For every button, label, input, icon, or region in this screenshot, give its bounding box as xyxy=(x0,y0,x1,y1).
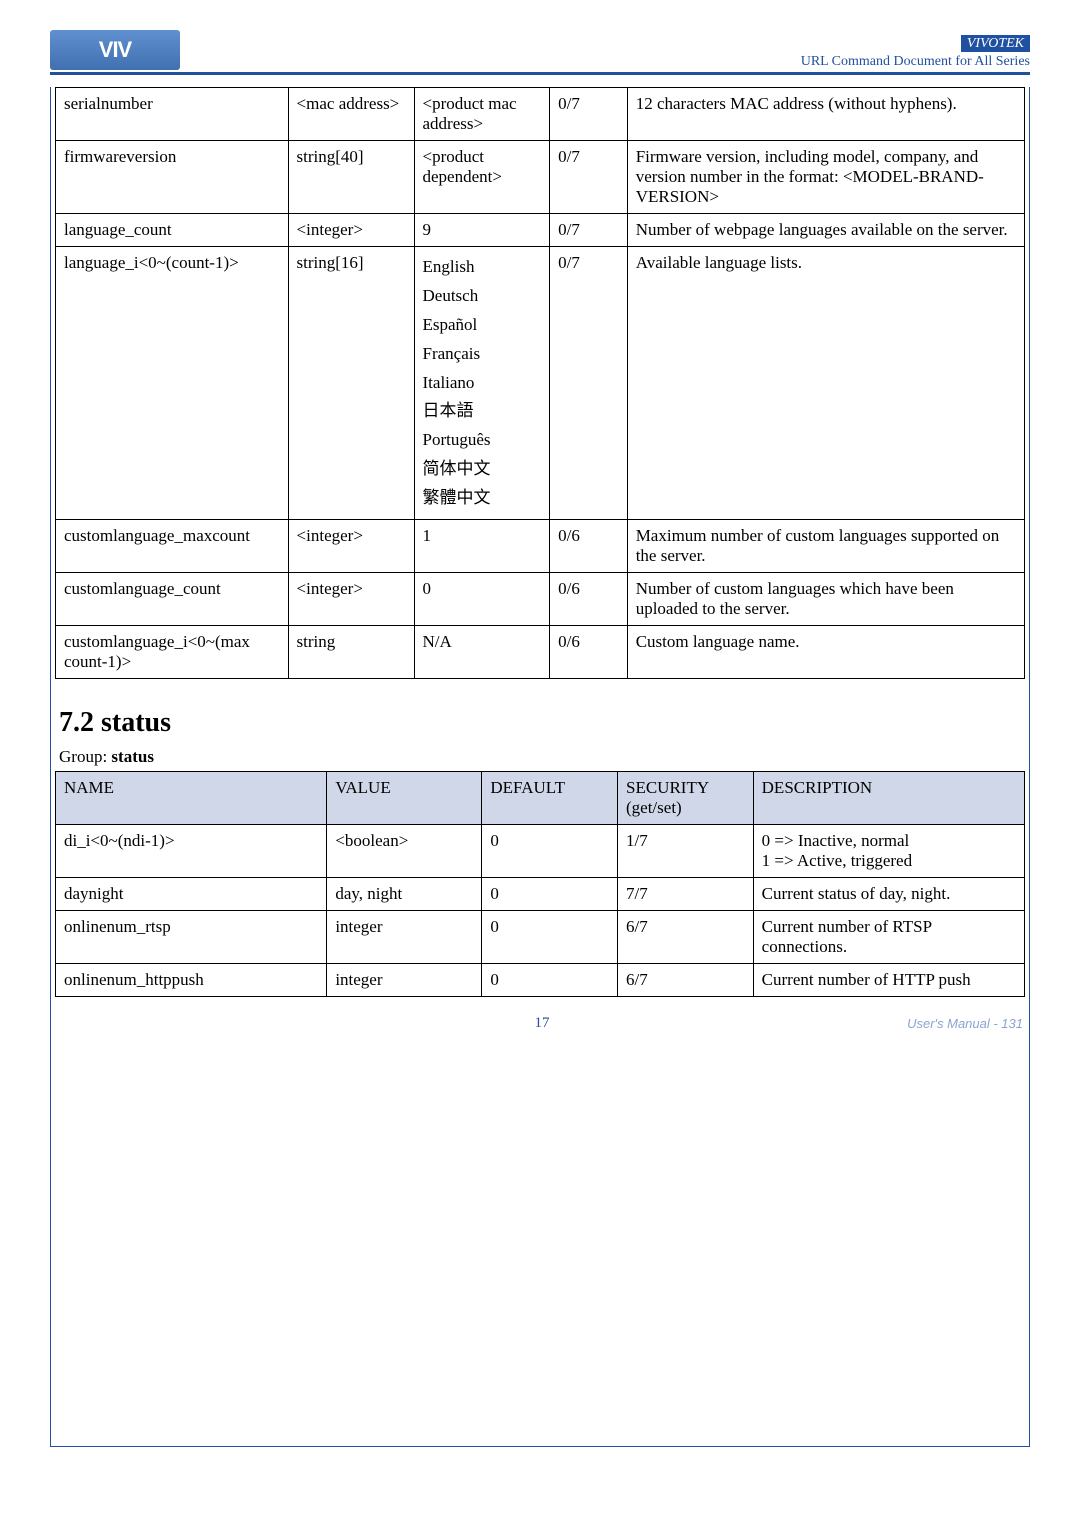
param-default: <product dependent> xyxy=(414,141,550,214)
table-row: customlanguage_maxcount<integer>10/6Maxi… xyxy=(56,520,1025,573)
param-desc: Available language lists. xyxy=(627,247,1024,520)
param-desc: Number of custom languages which have be… xyxy=(627,573,1024,626)
param-default: EnglishDeutschEspañolFrançaisItaliano日本語… xyxy=(414,247,550,520)
language-item: English xyxy=(423,253,542,282)
param-name: customlanguage_maxcount xyxy=(56,520,289,573)
content-frame: serialnumber<mac address><product mac ad… xyxy=(50,87,1030,1447)
param-value: string[40] xyxy=(288,141,414,214)
param-name: language_count xyxy=(56,214,289,247)
status-security: 6/7 xyxy=(618,911,754,964)
group-label-text: Group: xyxy=(59,747,107,766)
doc-subtitle: URL Command Document for All Series xyxy=(801,54,1030,70)
status-security: 6/7 xyxy=(618,964,754,997)
param-desc: Maximum number of custom languages suppo… xyxy=(627,520,1024,573)
param-value: <integer> xyxy=(288,520,414,573)
param-security: 0/6 xyxy=(550,626,628,679)
table-row: serialnumber<mac address><product mac ad… xyxy=(56,88,1025,141)
status-security: 1/7 xyxy=(618,825,754,878)
table-row: di_i<0~(ndi-1)><boolean>01/70 => Inactiv… xyxy=(56,825,1025,878)
page-footer: 17 User's Manual - 131 xyxy=(51,1007,1029,1032)
status-desc: Current status of day, night. xyxy=(753,878,1024,911)
manual-ref: User's Manual - 131 xyxy=(907,1016,1023,1031)
language-item: Español xyxy=(423,311,542,340)
page-header: VIV VIVOTEK URL Command Document for All… xyxy=(50,30,1030,75)
param-default: 0 xyxy=(414,573,550,626)
param-desc: Custom language name. xyxy=(627,626,1024,679)
status-desc: Current number of HTTP push xyxy=(753,964,1024,997)
status-value: integer xyxy=(327,964,482,997)
section-title: 7.2 status xyxy=(59,707,1025,739)
status-name: onlinenum_rtsp xyxy=(56,911,327,964)
param-default: N/A xyxy=(414,626,550,679)
param-name: serialnumber xyxy=(56,88,289,141)
param-value: string xyxy=(288,626,414,679)
language-item: Português xyxy=(423,426,542,455)
brand-name: VIVOTEK xyxy=(961,35,1030,52)
status-security: 7/7 xyxy=(618,878,754,911)
param-security: 0/6 xyxy=(550,573,628,626)
param-security: 0/7 xyxy=(550,141,628,214)
param-security: 0/7 xyxy=(550,214,628,247)
table-row: onlinenum_rtspinteger06/7Current number … xyxy=(56,911,1025,964)
logo-text: VIV xyxy=(99,37,131,63)
table-row: onlinenum_httppushinteger06/7Current num… xyxy=(56,964,1025,997)
status-header-row: NAME VALUE DEFAULT SECURITY (get/set) DE… xyxy=(56,772,1025,825)
col-default: DEFAULT xyxy=(482,772,618,825)
status-default: 0 xyxy=(482,964,618,997)
table-row: customlanguage_count<integer>00/6Number … xyxy=(56,573,1025,626)
language-item: 繁體中文 xyxy=(423,484,542,513)
param-desc: Firmware version, including model, compa… xyxy=(627,141,1024,214)
table-row: firmwareversionstring[40]<product depend… xyxy=(56,141,1025,214)
status-name: daynight xyxy=(56,878,327,911)
language-item: Deutsch xyxy=(423,282,542,311)
param-value: <mac address> xyxy=(288,88,414,141)
param-security: 0/7 xyxy=(550,247,628,520)
language-item: Français xyxy=(423,340,542,369)
col-value: VALUE xyxy=(327,772,482,825)
param-security: 0/7 xyxy=(550,88,628,141)
param-name: customlanguage_count xyxy=(56,573,289,626)
param-value: <integer> xyxy=(288,573,414,626)
param-default: 9 xyxy=(414,214,550,247)
status-value: day, night xyxy=(327,878,482,911)
status-name: di_i<0~(ndi-1)> xyxy=(56,825,327,878)
param-default: 1 xyxy=(414,520,550,573)
param-value: <integer> xyxy=(288,214,414,247)
parameter-table: serialnumber<mac address><product mac ad… xyxy=(55,87,1025,679)
table-row: daynightday, night07/7Current status of … xyxy=(56,878,1025,911)
table-row: customlanguage_i<0~(max count-1)>stringN… xyxy=(56,626,1025,679)
param-desc: Number of webpage languages available on… xyxy=(627,214,1024,247)
language-item: 日本語 xyxy=(423,397,542,426)
param-name: language_i<0~(count-1)> xyxy=(56,247,289,520)
param-desc: 12 characters MAC address (without hyphe… xyxy=(627,88,1024,141)
param-security: 0/6 xyxy=(550,520,628,573)
col-name: NAME xyxy=(56,772,327,825)
status-table: NAME VALUE DEFAULT SECURITY (get/set) DE… xyxy=(55,771,1025,997)
status-default: 0 xyxy=(482,878,618,911)
status-name: onlinenum_httppush xyxy=(56,964,327,997)
param-name: customlanguage_i<0~(max count-1)> xyxy=(56,626,289,679)
language-item: 简体中文 xyxy=(423,455,542,484)
col-desc: DESCRIPTION xyxy=(753,772,1024,825)
header-text: VIVOTEK URL Command Document for All Ser… xyxy=(801,34,1030,70)
group-name: status xyxy=(111,747,154,766)
status-default: 0 xyxy=(482,825,618,878)
param-default: <product mac address> xyxy=(414,88,550,141)
col-security: SECURITY (get/set) xyxy=(618,772,754,825)
status-value: integer xyxy=(327,911,482,964)
table-row: language_i<0~(count-1)>string[16]English… xyxy=(56,247,1025,520)
param-name: firmwareversion xyxy=(56,141,289,214)
status-desc: 0 => Inactive, normal 1 => Active, trigg… xyxy=(753,825,1024,878)
param-value: string[16] xyxy=(288,247,414,520)
status-desc: Current number of RTSP connections. xyxy=(753,911,1024,964)
status-value: <boolean> xyxy=(327,825,482,878)
page-number: 17 xyxy=(177,1015,907,1032)
table-row: language_count<integer>90/7Number of web… xyxy=(56,214,1025,247)
language-item: Italiano xyxy=(423,369,542,398)
group-label: Group: status xyxy=(59,747,1025,767)
status-default: 0 xyxy=(482,911,618,964)
logo: VIV xyxy=(50,30,180,70)
